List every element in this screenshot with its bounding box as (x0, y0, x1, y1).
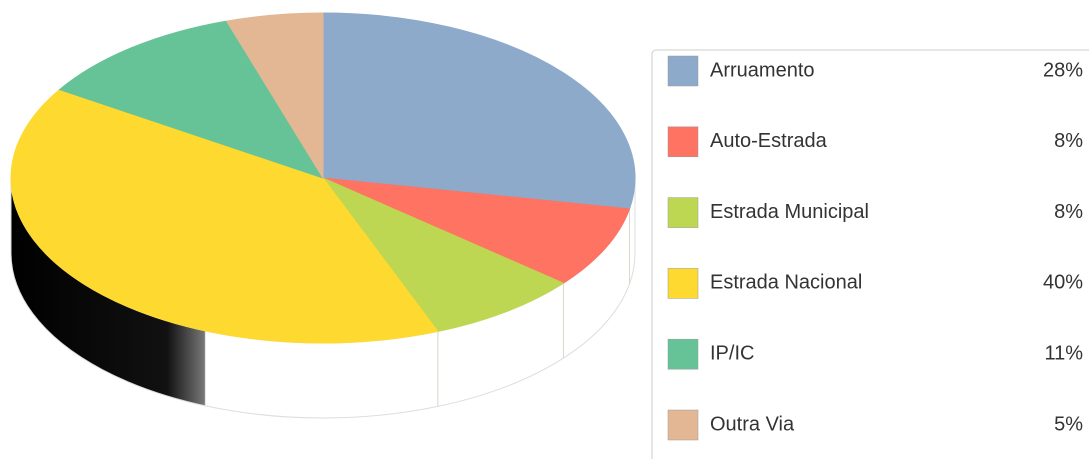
legend-label: Estrada Municipal (710, 201, 869, 223)
legend-label: Auto-Estrada (710, 130, 828, 152)
legend-swatch (667, 338, 699, 370)
legend-value: 8% (1054, 130, 1083, 152)
pie-slice (321, 176, 565, 332)
legend-label: Arruamento (710, 59, 815, 81)
legend-label: Outra Via (710, 413, 795, 435)
pie-slice (322, 177, 631, 284)
pie-slice (225, 12, 324, 180)
pie-slice (10, 89, 439, 344)
legend-value: 28% (1043, 59, 1083, 81)
legend-value: 8% (1054, 201, 1083, 223)
legend-swatch (667, 268, 699, 299)
legend-value: 11% (1044, 342, 1083, 364)
legend-value: 40% (1043, 272, 1083, 294)
pie-slice (322, 12, 636, 210)
legend-swatch (667, 55, 699, 87)
legend-box (651, 49, 1089, 459)
legend-label: IP/IC (710, 342, 754, 364)
legend-label: Estrada Nacional (710, 272, 862, 294)
legend-swatch (667, 126, 699, 158)
legend-value: 5% (1054, 413, 1083, 435)
pie-slice (58, 20, 325, 179)
legend-swatch (667, 409, 699, 441)
legend-swatch (667, 197, 699, 228)
